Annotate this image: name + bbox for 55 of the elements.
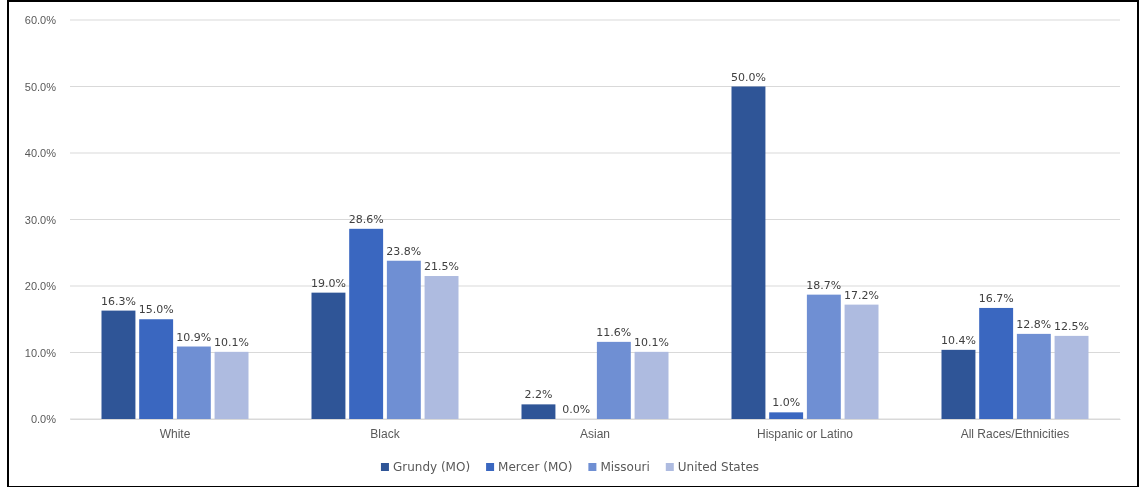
bar	[634, 351, 669, 419]
y-tick-label: 20.0%	[24, 280, 57, 293]
x-tick-label: Asian	[579, 426, 611, 441]
bar	[769, 412, 804, 419]
legend-label: Grundy (MO)	[392, 460, 471, 474]
text: 50.0%	[730, 70, 766, 84]
text: 10.4%	[940, 333, 976, 347]
text: 10.9%	[176, 330, 212, 344]
x-tick-label: Black	[370, 426, 401, 441]
text: 0.0%	[562, 403, 591, 416]
bar	[979, 307, 1014, 419]
text: 16.7%	[978, 291, 1014, 305]
text: 10.1%	[214, 335, 250, 349]
bar	[139, 319, 174, 419]
text: 21.5%	[424, 260, 460, 274]
y-tick-label: 60.0%	[24, 14, 57, 27]
bar	[1054, 335, 1089, 419]
text: 10.1%	[634, 335, 670, 349]
legend-label: Missouri	[600, 460, 650, 474]
bar	[731, 86, 766, 419]
bar	[596, 341, 631, 419]
y-tick-label: 30.0%	[24, 213, 57, 226]
bar	[101, 310, 136, 419]
bar	[214, 351, 249, 419]
text: 12.8%	[1016, 317, 1052, 331]
text: 23.8%	[386, 244, 422, 258]
bar	[349, 228, 384, 419]
legend-label: Mercer (MO)	[498, 460, 573, 474]
text: 18.7%	[806, 278, 842, 292]
y-tick-label: 10.0%	[24, 346, 57, 359]
bar	[386, 260, 421, 419]
x-tick-label: Hispanic or Latino	[756, 426, 854, 441]
text: 19.0%	[310, 276, 346, 290]
bar	[521, 404, 556, 419]
text: 12.5%	[1054, 319, 1090, 333]
bar	[424, 276, 459, 419]
legend-label: United States	[677, 460, 760, 474]
y-tick-label: 40.0%	[24, 147, 57, 160]
bar	[311, 292, 346, 419]
text: 11.6%	[596, 325, 632, 339]
text: 16.3%	[100, 294, 136, 308]
text: 1.0%	[772, 396, 801, 410]
y-tick-label: 0.0%	[30, 413, 57, 426]
y-tick-label: 50.0%	[24, 80, 57, 93]
bar	[941, 349, 976, 419]
text: 17.2%	[844, 288, 880, 302]
bar	[176, 346, 211, 419]
bar	[806, 294, 841, 419]
bar	[1016, 333, 1051, 419]
text: 15.0%	[138, 303, 174, 317]
x-tick-label: All Races/Ethnicities	[960, 426, 1070, 441]
text: 28.6%	[348, 212, 384, 226]
bar	[844, 304, 879, 419]
text: 2.2%	[524, 388, 553, 402]
x-tick-label: White	[159, 426, 191, 441]
